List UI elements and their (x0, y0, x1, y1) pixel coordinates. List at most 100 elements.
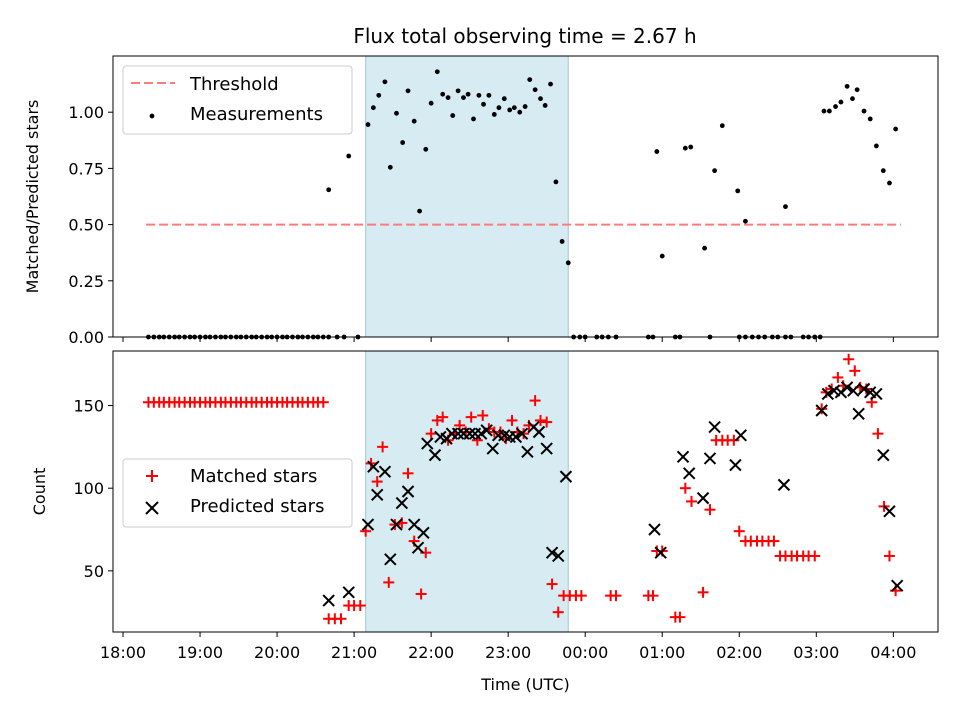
measurement-point (461, 95, 466, 100)
matched-star-marker (843, 353, 855, 365)
measurement-point (873, 143, 879, 149)
matched-star-marker (377, 441, 389, 453)
bottom-x-tick-label: 20:00 (254, 643, 300, 662)
predicted-star-marker-b (378, 465, 392, 478)
matched-star-marker (575, 590, 587, 602)
predicted-star-marker-b (407, 518, 421, 531)
measurement-point (682, 145, 688, 151)
predicted-star-marker (515, 427, 529, 440)
matched-star-marker (647, 590, 659, 602)
measurement-point (394, 110, 399, 116)
bottom-x-tick-label: 18:00 (100, 643, 146, 662)
matched-star-marker (704, 504, 716, 516)
bottom-x-tick-label: 02:00 (716, 643, 762, 662)
measurement-point (712, 168, 718, 174)
predicted-star-marker-b (870, 387, 883, 401)
predicted-star-marker-b (411, 541, 425, 554)
chart-title: Flux total observing time = 2.67 h (353, 24, 696, 48)
predicted-stars-points (322, 381, 904, 607)
predicted-star-marker (890, 579, 904, 592)
predicted-star-marker (870, 387, 883, 401)
predicted-star-marker-b (864, 386, 877, 399)
top-y-tick-label: 0.50 (68, 216, 104, 235)
measurement-point (423, 146, 429, 152)
predicted-star-marker (734, 429, 748, 442)
predicted-star-marker-b (777, 478, 791, 492)
matched-star-marker (768, 535, 780, 547)
predicted-star-marker-b (434, 430, 447, 444)
measurement-point (400, 140, 406, 145)
measurement-point (854, 87, 860, 93)
measurement-point (450, 113, 456, 118)
predicted-star-marker (559, 470, 573, 483)
measurement-point (527, 77, 533, 83)
measurement-point (735, 188, 741, 194)
measurement-point (405, 88, 411, 94)
bottom-y-tick-label: 50 (84, 562, 104, 581)
legend-threshold-label: Threshold (189, 74, 279, 95)
measurement-point (417, 208, 422, 214)
predicted-star-marker-b (428, 448, 442, 462)
measurement-point (445, 95, 451, 100)
measurement-point (382, 79, 388, 85)
measurement-point (538, 96, 543, 102)
matched-star-marker (546, 578, 558, 590)
measurement-point (821, 108, 827, 114)
measurement-point (654, 149, 660, 154)
measurement-point (522, 104, 528, 109)
matched-star-marker (809, 550, 821, 562)
measurement-point (867, 116, 873, 122)
predicted-star-marker (421, 437, 434, 450)
predicted-star-marker (532, 425, 546, 439)
measurement-point (553, 179, 559, 185)
bottom-x-tick-label: 01:00 (639, 643, 685, 662)
measurement-point (880, 168, 886, 174)
bottom-y-tick-label: 100 (73, 479, 104, 498)
predicted-star-marker (552, 549, 565, 563)
measurement-point (507, 107, 513, 113)
predicted-star-marker (883, 505, 896, 518)
predicted-star-marker-b (708, 420, 721, 434)
predicted-star-marker-b (729, 458, 742, 472)
predicted-star-marker (676, 450, 690, 463)
predicted-star-marker (378, 465, 392, 478)
top-panel: 0.00 0.25 0.50 0.75 1.00 Matched/Predicted s… (23, 55, 939, 347)
measurement-point (559, 239, 565, 244)
measurement-point (887, 180, 892, 186)
measurement-point (428, 100, 434, 106)
predicted-star-marker-b (559, 470, 573, 483)
predicted-star-marker-b (696, 491, 710, 505)
matched-star-marker (425, 428, 437, 440)
predicted-star-marker (729, 458, 742, 472)
predicted-star-marker-b (815, 404, 828, 417)
predicted-star-marker-b (540, 442, 553, 455)
predicted-star-marker (401, 485, 415, 498)
top-y-tick-label: 1.00 (68, 103, 104, 122)
matched-star-marker (371, 476, 383, 488)
matched-star-marker (816, 403, 828, 415)
predicted-star-marker-b (367, 460, 380, 473)
predicted-star-marker (486, 442, 499, 455)
predicted-star-marker-b (648, 523, 661, 536)
matched-star-marker (552, 606, 564, 618)
bottom-x-tick-label: 23:00 (485, 643, 531, 662)
predicted-star-marker (521, 445, 534, 459)
matched-star-marker (679, 482, 691, 494)
predicted-star-marker (417, 526, 430, 540)
matched-star-marker (849, 365, 861, 377)
measurement-point (893, 126, 899, 132)
bottom-y-tick-label: 150 (73, 397, 104, 416)
predicted-star-marker (361, 518, 375, 531)
measurement-point (387, 164, 393, 170)
predicted-star-marker-b (821, 387, 835, 401)
predicted-star-marker-b (401, 485, 415, 498)
matched-star-marker (465, 411, 477, 423)
measurement-point (659, 253, 665, 259)
predicted-star-marker-b (852, 407, 865, 421)
top-axes-frame (112, 55, 939, 338)
measurement-point (496, 105, 502, 111)
bottom-y-ticks: 50 100 150 (73, 397, 113, 581)
measurement-point (833, 104, 838, 109)
measurement-point (434, 69, 440, 75)
